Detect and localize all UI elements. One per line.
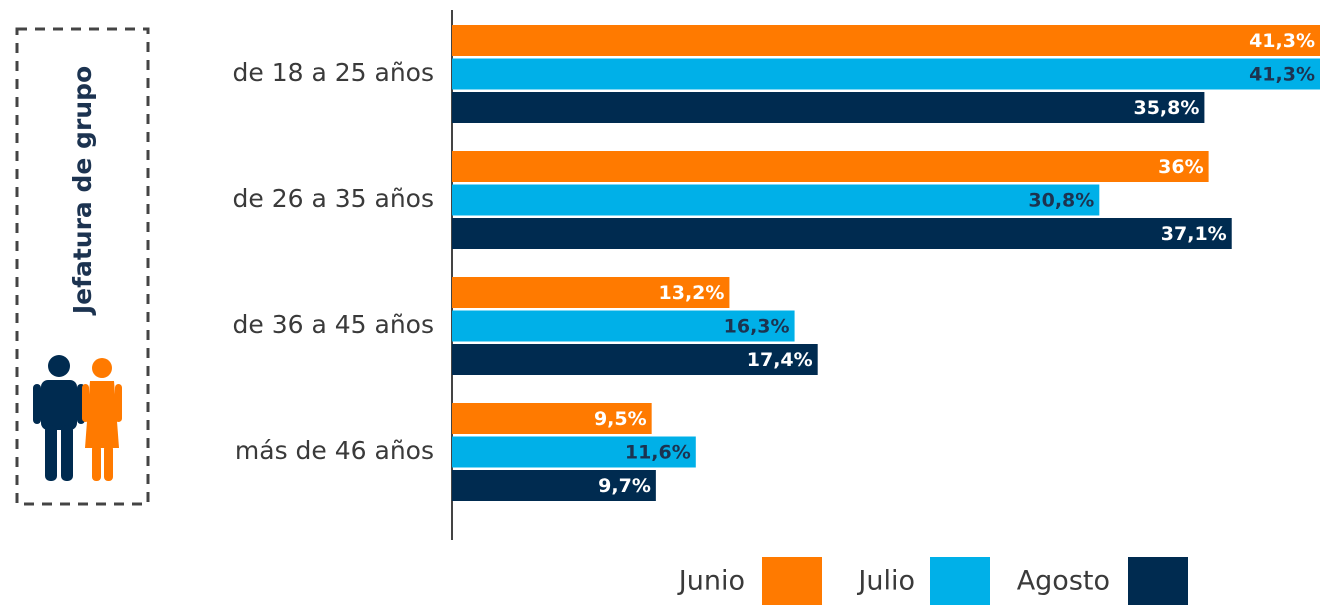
bar [452,436,696,468]
bar [452,310,795,342]
value-label: 13,2% [659,282,725,304]
category-label: de 36 a 45 años [233,310,434,339]
value-label: 30,8% [1028,190,1094,212]
legend-label: Junio [677,566,745,597]
legend-swatch [1128,557,1188,605]
value-label: 9,7% [598,475,651,497]
bar [452,470,656,501]
bar [452,151,1209,182]
bar [452,277,730,308]
bar [452,218,1232,249]
side-frame [15,27,150,506]
value-label: 36% [1158,156,1203,178]
man-icon [33,355,85,481]
legend-swatch [762,557,822,605]
value-label: 41,3% [1249,64,1315,86]
legend-swatch [930,557,990,605]
bar [452,403,652,434]
bar [452,92,1205,123]
value-label: 11,6% [625,442,691,464]
bar [452,58,1320,90]
value-label: 35,8% [1133,97,1199,119]
value-label: 41,3% [1249,30,1315,52]
value-label: 9,5% [594,408,647,430]
woman-icon [82,358,122,481]
value-label: 17,4% [747,349,813,371]
value-label: 16,3% [724,316,790,338]
category-label: de 26 a 35 años [233,184,434,213]
legend-label: Julio [856,566,915,597]
category-label: de 18 a 25 años [233,58,434,87]
bar [452,184,1100,216]
legend-label: Agosto [1017,566,1110,597]
category-label: más de 46 años [235,436,434,465]
bar [452,25,1320,56]
bar [452,344,818,375]
value-label: 37,1% [1161,223,1227,245]
chart-title: Jefatura de grupo [68,66,97,316]
